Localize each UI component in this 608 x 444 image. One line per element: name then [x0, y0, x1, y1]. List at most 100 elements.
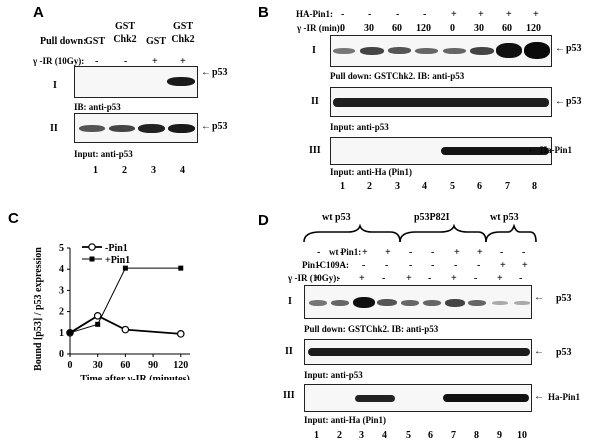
band	[443, 394, 529, 402]
panel-d-ir-label: γ -IR (10Gy):	[288, 273, 340, 283]
panel-b-time-label: γ -IR (min):	[297, 23, 343, 33]
panel-b-lane-8: 8	[532, 181, 537, 192]
y-tick-label: 4	[59, 264, 64, 275]
band	[308, 348, 530, 356]
panel-d-group-2: p53P82I	[414, 212, 450, 223]
series-line-1	[69, 314, 181, 335]
panel-d-c109a-8: -	[477, 260, 481, 271]
panel-d-c109a-4: -	[385, 260, 389, 271]
band	[167, 77, 195, 86]
panel-b-time-7: 60	[502, 23, 512, 34]
panel-b-roman-1: I	[312, 45, 316, 56]
panel-d-c109a-5: -	[409, 260, 413, 271]
panel-d-ir-3: +	[359, 273, 365, 284]
panel-d-arrow-3: ←	[534, 391, 544, 402]
panel-d-blot-3	[304, 384, 532, 412]
panel-a-col-1: GST	[84, 36, 105, 47]
band	[441, 147, 549, 155]
panel-a-roman-2: II	[50, 123, 58, 134]
band	[470, 47, 494, 55]
panel-d-input-caption: Input: anti-p53	[304, 370, 363, 380]
y-tick-label: 2	[59, 307, 64, 318]
panel-d-lane-5: 5	[406, 430, 411, 441]
panel-d-blot-1	[304, 285, 532, 319]
panel-d-c109a-1: -	[317, 260, 321, 271]
panel-d-c109a-7: -	[454, 260, 458, 271]
panel-d-c109a-9: +	[500, 260, 506, 271]
y-tick-label: 1	[59, 328, 64, 339]
panel-d-wtpin1-10: -	[522, 247, 526, 258]
panel-b-ha-8: +	[533, 9, 539, 20]
band	[309, 300, 327, 306]
panel-d-roman-3: III	[283, 390, 295, 401]
panel-d-wtpin1-2: -	[340, 247, 344, 258]
panel-b-ha-7: +	[506, 9, 512, 20]
band	[333, 98, 549, 107]
data-point	[95, 321, 101, 327]
panel-d-arrow-1: ←	[534, 292, 544, 303]
legend-marker-1	[88, 243, 96, 251]
panel-a-ib-label: IB: anti-p53	[74, 102, 121, 112]
panel-d-hapin1-label: Ha-Pin1	[548, 392, 581, 402]
panel-b-blot-1	[330, 35, 552, 67]
panel-b-arrow-1: ←	[555, 43, 565, 54]
data-point	[178, 265, 184, 271]
x-tick-label: 120	[173, 360, 188, 371]
panel-d-ir-7: +	[451, 273, 457, 284]
panel-d-wtpin1-9: -	[500, 247, 504, 258]
x-tick-label: 90	[148, 360, 158, 371]
panel-d-wtpin1-7: +	[454, 247, 460, 258]
y-tick-label: 3	[59, 285, 64, 296]
panel-c-chart: 0 30 60 90 120 0 1 2 3 4 5 Time after γ-IR (minutes…	[33, 243, 190, 380]
band	[168, 124, 195, 133]
panel-d-ir-10: -	[519, 273, 523, 284]
data-point	[93, 312, 102, 320]
panel-b-lane-3: 3	[395, 181, 400, 192]
x-tick-label: 0	[68, 360, 73, 371]
panel-d-pulldown-caption: Pull down: GSTChk2. IB: anti-p53	[304, 324, 439, 334]
panel-b-input-caption: Input: anti-p53	[330, 122, 389, 132]
band	[496, 43, 522, 58]
panel-b-lane-5: 5	[450, 181, 455, 192]
band	[360, 47, 384, 55]
legend-marker-2	[89, 256, 95, 262]
x-tick-label: 60	[120, 360, 130, 371]
panel-b-hapin1-label: Ha-Pin1	[540, 145, 573, 155]
band	[138, 124, 165, 133]
band	[388, 47, 411, 54]
panel-b-p53-2: p53	[566, 96, 582, 107]
panel-d-roman-1: I	[288, 296, 292, 307]
band	[415, 48, 438, 54]
panel-d-ir-5: +	[406, 273, 412, 284]
panel-d-wtpin1-4: +	[385, 247, 391, 258]
panel-a-lane-2: 2	[122, 165, 127, 176]
panel-d-ir-8: -	[474, 273, 478, 284]
band	[514, 301, 530, 305]
band	[468, 300, 486, 306]
band	[109, 125, 135, 132]
band	[333, 48, 355, 54]
band	[401, 300, 419, 306]
panel-c-letter: C	[8, 210, 19, 227]
series-line-2	[69, 267, 181, 334]
panel-b-input-ha-caption: Input: anti-Ha (Pin1)	[330, 167, 413, 177]
band	[423, 300, 441, 306]
data-point	[176, 330, 185, 338]
data-point	[67, 330, 73, 336]
panel-d-arrow-2: ←	[534, 346, 544, 357]
band	[443, 48, 466, 54]
panel-d-wtpin1-6: -	[431, 247, 435, 258]
band	[445, 299, 465, 307]
panel-d-c109a-label: Pin1C109A:	[302, 260, 349, 270]
panel-a-ir-4: +	[180, 56, 186, 67]
panel-d-c109a-2: -	[340, 260, 344, 271]
panel-a-arrow-1: ←	[201, 67, 211, 78]
band	[331, 300, 349, 306]
panel-d-group-braces	[303, 224, 537, 243]
panel-b-ha-5: +	[451, 9, 457, 20]
panel-d-input-ha-caption: Input: anti-Ha (Pin1)	[304, 415, 387, 425]
panel-b-ha-6: +	[478, 9, 484, 20]
panel-b-arrow-3: ←	[527, 144, 537, 155]
panel-a-arrow-2: ←	[201, 121, 211, 132]
panel-a-col-2: GST Chk2	[113, 21, 137, 45]
